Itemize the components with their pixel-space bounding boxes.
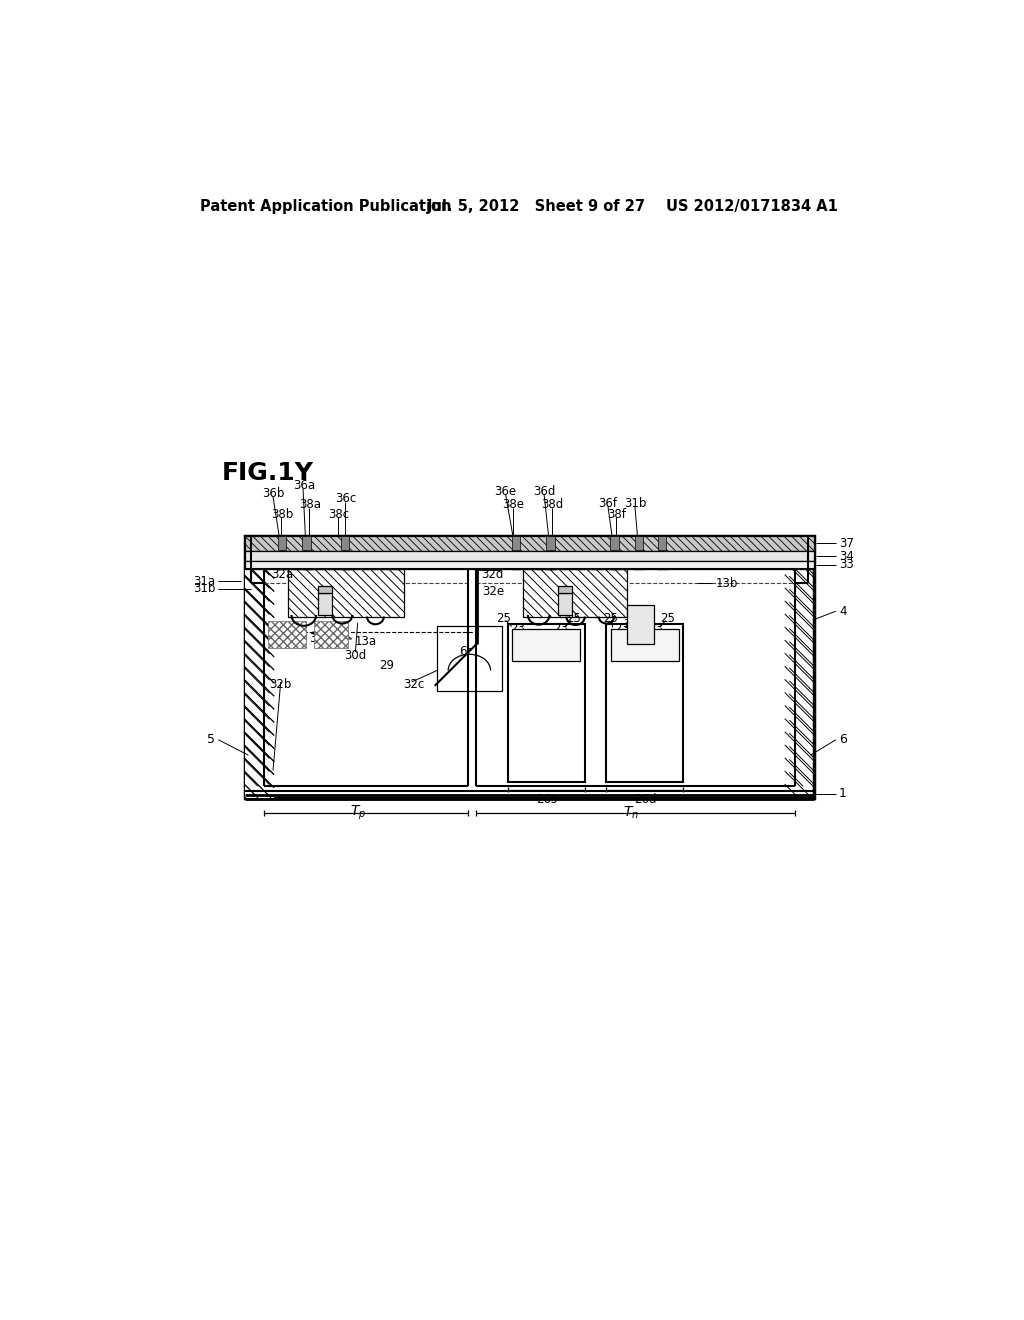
Bar xyxy=(508,624,585,781)
Bar xyxy=(317,586,332,594)
Text: 32b: 32b xyxy=(269,677,292,690)
Text: 1: 1 xyxy=(839,787,847,800)
Text: 13a: 13a xyxy=(354,635,377,648)
Text: 36f: 36f xyxy=(598,496,617,510)
Text: 24: 24 xyxy=(631,638,646,651)
Text: 32e: 32e xyxy=(482,585,505,598)
Text: 38a: 38a xyxy=(299,499,321,511)
Bar xyxy=(245,536,814,552)
Text: 6: 6 xyxy=(839,733,847,746)
Text: 13b: 13b xyxy=(716,577,738,590)
Bar xyxy=(558,594,571,615)
Text: 25: 25 xyxy=(660,611,676,624)
Bar xyxy=(437,626,503,692)
Text: 36b: 36b xyxy=(262,487,285,500)
Text: 36d: 36d xyxy=(532,484,555,498)
Text: 25: 25 xyxy=(603,611,617,624)
Text: 32a: 32a xyxy=(271,569,294,582)
Text: Jul. 5, 2012   Sheet 9 of 27: Jul. 5, 2012 Sheet 9 of 27 xyxy=(427,198,646,214)
Text: 33: 33 xyxy=(839,558,854,572)
Bar xyxy=(313,622,348,648)
Text: 38b: 38b xyxy=(271,508,293,520)
Bar xyxy=(512,628,581,661)
Bar xyxy=(245,552,814,561)
Text: 4: 4 xyxy=(839,605,847,618)
Bar xyxy=(245,536,273,797)
Bar xyxy=(341,536,349,550)
Text: Patent Application Publication: Patent Application Publication xyxy=(200,198,452,214)
Text: FIG.1Y: FIG.1Y xyxy=(221,461,313,484)
Text: 23: 23 xyxy=(510,622,524,635)
Text: 31a: 31a xyxy=(194,574,215,587)
Bar xyxy=(317,594,332,615)
Bar xyxy=(267,622,306,648)
Bar xyxy=(245,561,814,569)
Text: 36e: 36e xyxy=(495,484,517,498)
Bar xyxy=(302,536,310,550)
Text: $T_p$: $T_p$ xyxy=(349,804,366,822)
Text: 26s: 26s xyxy=(536,792,557,805)
Text: 23: 23 xyxy=(648,622,664,635)
Text: 30s: 30s xyxy=(309,631,330,644)
Text: 31b: 31b xyxy=(193,582,215,595)
Bar xyxy=(658,536,667,550)
Text: 24: 24 xyxy=(539,638,554,651)
Text: $T_n$: $T_n$ xyxy=(623,805,639,821)
Text: 30d: 30d xyxy=(344,648,367,661)
Bar xyxy=(606,624,683,781)
Bar xyxy=(289,569,403,616)
Bar xyxy=(523,569,628,616)
Bar xyxy=(512,536,520,550)
Text: 26d: 26d xyxy=(634,792,656,805)
Bar xyxy=(611,628,679,661)
Text: 34: 34 xyxy=(839,549,854,562)
Text: US 2012/0171834 A1: US 2012/0171834 A1 xyxy=(666,198,838,214)
Text: 36a: 36a xyxy=(293,479,314,492)
Text: 36c: 36c xyxy=(336,492,356,506)
Text: 37: 37 xyxy=(839,537,854,550)
Text: 23: 23 xyxy=(614,622,630,635)
Bar xyxy=(547,536,555,550)
Text: 32d: 32d xyxy=(481,569,503,582)
Bar xyxy=(278,536,286,550)
Text: 38d: 38d xyxy=(542,499,563,511)
Text: 29: 29 xyxy=(379,659,393,672)
Bar xyxy=(245,536,814,797)
Bar xyxy=(635,536,643,550)
Text: 32c: 32c xyxy=(403,677,425,690)
Bar xyxy=(558,586,571,594)
Bar xyxy=(610,536,618,550)
Text: 23: 23 xyxy=(553,622,567,635)
Text: 25: 25 xyxy=(496,611,511,624)
Text: 5: 5 xyxy=(207,733,215,746)
Text: 6c: 6c xyxy=(460,644,473,657)
Bar xyxy=(628,605,654,644)
Text: 32f: 32f xyxy=(623,618,642,631)
Text: 38c: 38c xyxy=(328,508,349,520)
Text: 25: 25 xyxy=(566,611,581,624)
Text: 38e: 38e xyxy=(502,499,524,511)
Text: 31b: 31b xyxy=(624,496,646,510)
Text: 38f: 38f xyxy=(607,508,626,520)
